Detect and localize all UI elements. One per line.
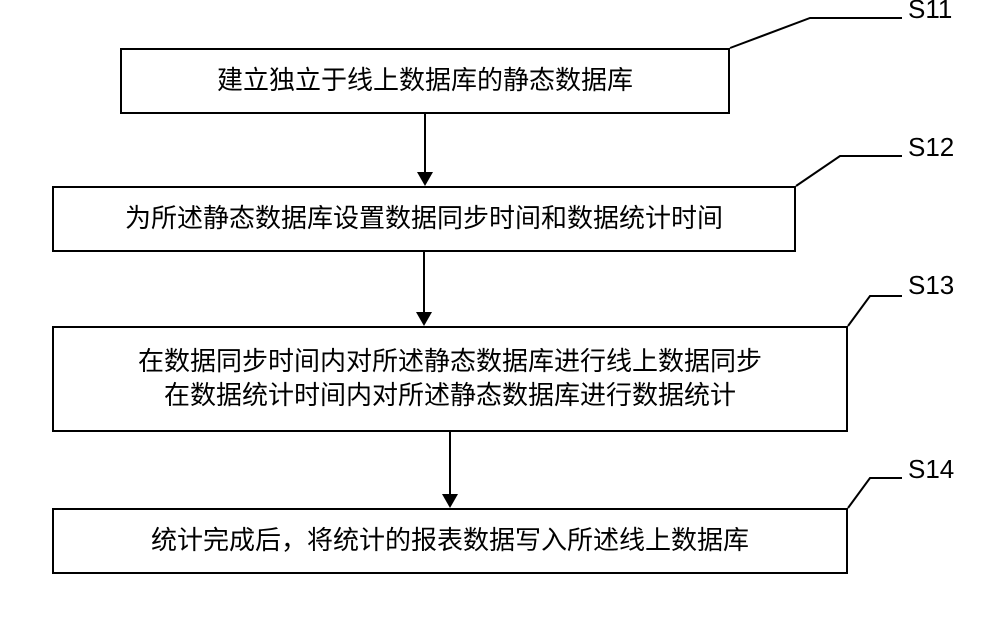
flow-node-s13: 在数据同步时间内对所述静态数据库进行线上数据同步 在数据统计时间内对所述静态数据… bbox=[52, 326, 848, 432]
arrow-s11-s12 bbox=[415, 114, 435, 186]
step-label-s13: S13 bbox=[908, 270, 954, 301]
leader-s14 bbox=[846, 476, 904, 510]
leader-s13 bbox=[846, 294, 904, 328]
leader-s11 bbox=[728, 16, 904, 50]
step-label-s11: S11 bbox=[908, 0, 952, 25]
flow-node-s14: 统计完成后，将统计的报表数据写入所述线上数据库 bbox=[52, 508, 848, 574]
leader-s12 bbox=[794, 154, 904, 188]
step-label-s14: S14 bbox=[908, 454, 954, 485]
arrow-s12-s13 bbox=[414, 252, 434, 326]
flow-node-s11: 建立独立于线上数据库的静态数据库 bbox=[120, 48, 730, 114]
arrow-s13-s14 bbox=[440, 432, 460, 508]
step-label-s12: S12 bbox=[908, 132, 954, 163]
flow-node-s12: 为所述静态数据库设置数据同步时间和数据统计时间 bbox=[52, 186, 796, 252]
flowchart-canvas: 建立独立于线上数据库的静态数据库为所述静态数据库设置数据同步时间和数据统计时间在… bbox=[0, 0, 1000, 620]
